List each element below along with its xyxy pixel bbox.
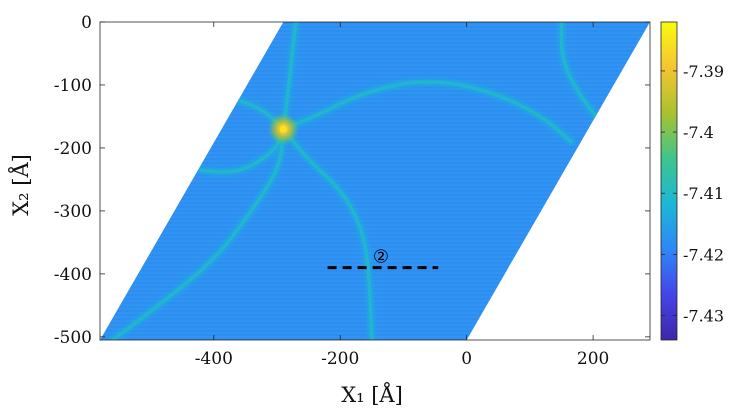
- x-tick-label: 0: [461, 349, 472, 369]
- y-tick-label: -400: [54, 265, 92, 285]
- ridge-1: [281, 127, 374, 340]
- plot-area: -400 -200 0 200 0 -100 -200 -300 -400 -500 ②: [54, 13, 651, 369]
- y-tick-label: 0: [81, 13, 92, 33]
- annotation-layer: ②: [327, 247, 439, 270]
- y-tick-label: -500: [54, 328, 92, 348]
- ridge-2: [110, 127, 286, 340]
- y-tick-label: -300: [54, 202, 92, 222]
- colorbar-tick-label: -7.39: [683, 62, 724, 81]
- y-axis-label: X₂ [Å]: [8, 154, 33, 216]
- colorbar-gradient: [660, 21, 678, 341]
- y-tick-label: -200: [54, 139, 92, 159]
- x-axis: -400 -200 0 200: [195, 22, 609, 369]
- hotspot-core: [279, 125, 287, 133]
- colorbar-tick-label: -7.43: [683, 307, 724, 326]
- y-tick-label: -100: [54, 76, 92, 96]
- ridge-0: [281, 80, 573, 144]
- y-axis: 0 -100 -200 -300 -400 -500: [54, 13, 650, 348]
- x-tick-label: -400: [195, 349, 233, 369]
- x-tick-label: -200: [321, 349, 359, 369]
- x-tick-label: 200: [577, 349, 609, 369]
- annotation-label: ②: [373, 247, 389, 268]
- ridge-6: [559, 22, 614, 138]
- x-axis-label: X₁ [Å]: [341, 382, 403, 407]
- colorbar-ticks: -7.39 -7.4 -7.41 -7.42 -7.43: [661, 62, 724, 326]
- ridge-4: [199, 127, 286, 174]
- colorbar-tick-label: -7.4: [683, 123, 714, 142]
- colorbar: -7.39 -7.4 -7.41 -7.42 -7.43: [660, 21, 724, 341]
- plot-border: [99, 21, 651, 341]
- colorbar-tick-label: -7.41: [683, 184, 724, 203]
- ridge-5: [281, 22, 298, 131]
- colorbar-tick-label: -7.42: [683, 245, 724, 264]
